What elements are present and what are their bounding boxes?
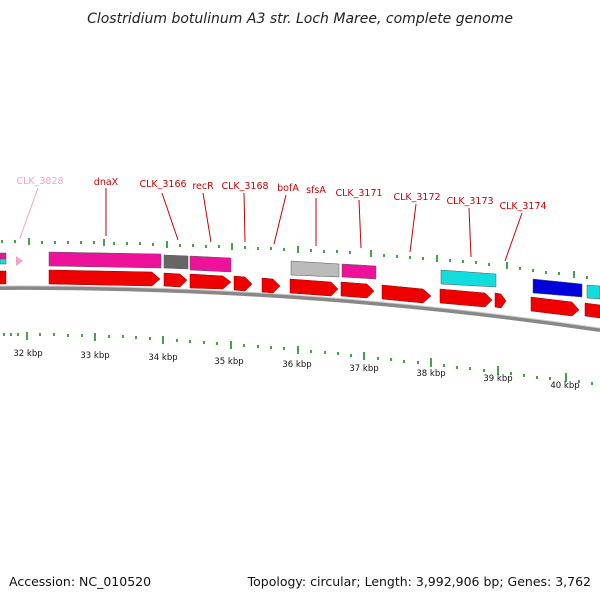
gene-arrow-right-edge[interactable] — [584, 302, 600, 319]
feature-right-edge-cyan[interactable] — [586, 284, 600, 300]
gene-label-clk-3173[interactable]: CLK_3173 — [446, 196, 493, 207]
gene-label-sfsa[interactable]: sfsA — [306, 185, 326, 196]
gene-arrow-clk-3173[interactable] — [439, 288, 493, 308]
feature-track-upper — [0, 251, 600, 300]
map-title: Clostridium botulinum A3 str. Loch Maree… — [87, 11, 513, 27]
feature-clk-3828[interactable] — [16, 256, 23, 266]
kbp-label-39: 39 kbp — [483, 374, 512, 384]
gene-label-recr[interactable]: recR — [192, 181, 214, 192]
feature-block-left-edge-magenta[interactable] — [0, 252, 7, 260]
top-tick-track — [1, 238, 588, 279]
feature-clk-3171[interactable] — [341, 263, 377, 280]
feature-recr[interactable] — [189, 255, 232, 273]
feature-clk-3166[interactable] — [163, 254, 189, 270]
gene-label-clk-3172[interactable]: CLK_3172 — [393, 192, 440, 203]
accession-text: Accession: NC_010520 — [9, 574, 151, 589]
feature-sfsa[interactable] — [290, 260, 340, 278]
gene-arrow-clk-3168[interactable] — [233, 275, 253, 292]
kbp-label-37: 37 kbp — [349, 364, 378, 374]
feature-clk-3173[interactable] — [440, 269, 497, 288]
gene-label-clk-3171[interactable]: CLK_3171 — [335, 188, 382, 199]
gene-label-clk-3166[interactable]: CLK_3166 — [139, 179, 186, 190]
gene-label-dnax[interactable]: dnaX — [94, 177, 119, 188]
gene-label-clk-3168[interactable]: CLK_3168 — [221, 181, 268, 192]
gene-arrow-clk-3171[interactable] — [340, 281, 375, 299]
gene-label-bofa[interactable]: bofA — [277, 183, 299, 194]
gene-arrow-dnax[interactable] — [48, 269, 161, 287]
gene-label-clk-3828[interactable]: CLK_3828 — [16, 176, 63, 187]
label-leader-lines — [19, 187, 523, 262]
topology-text: Topology: circular; Length: 3,992,906 bp… — [247, 574, 591, 589]
gene-arrow-recr[interactable] — [189, 273, 232, 290]
gene-arrow-sfsa[interactable] — [289, 278, 339, 297]
feature-dnax[interactable] — [48, 251, 162, 269]
gene-arrow-bofa[interactable] — [261, 277, 281, 294]
forward-gene-track — [0, 269, 600, 319]
feature-blue-block[interactable] — [532, 278, 583, 298]
kbp-label-32: 32 kbp — [13, 349, 42, 359]
genome-backbone — [0, 285, 600, 332]
kbp-label-35: 35 kbp — [214, 357, 243, 367]
kbp-label-34: 34 kbp — [148, 353, 177, 363]
genome-backbone-highlight — [0, 285, 600, 329]
gene-arrow-clk-3174[interactable] — [494, 292, 507, 309]
kbp-label-33: 33 kbp — [80, 351, 109, 361]
gene-label-clk-3174[interactable]: CLK_3174 — [499, 201, 546, 212]
kbp-label-40: 40 kbp — [550, 381, 579, 391]
kbp-tick-track: 32 kbp 33 kbp 34 kbp 35 kbp 36 kbp 37 kb… — [3, 332, 593, 391]
gene-labels: CLK_3828 dnaX CLK_3166 recR CLK_3168 bof… — [16, 176, 546, 212]
feature-block-left-edge-cyan[interactable] — [0, 258, 7, 265]
gene-arrow-clk-3166[interactable] — [163, 272, 188, 288]
kbp-label-38: 38 kbp — [416, 369, 445, 379]
gene-arrow-left-edge[interactable] — [0, 270, 7, 285]
gene-arrow-blue-block[interactable] — [530, 296, 580, 317]
kbp-label-36: 36 kbp — [282, 360, 311, 370]
gene-arrow-clk-3172[interactable] — [381, 284, 432, 304]
